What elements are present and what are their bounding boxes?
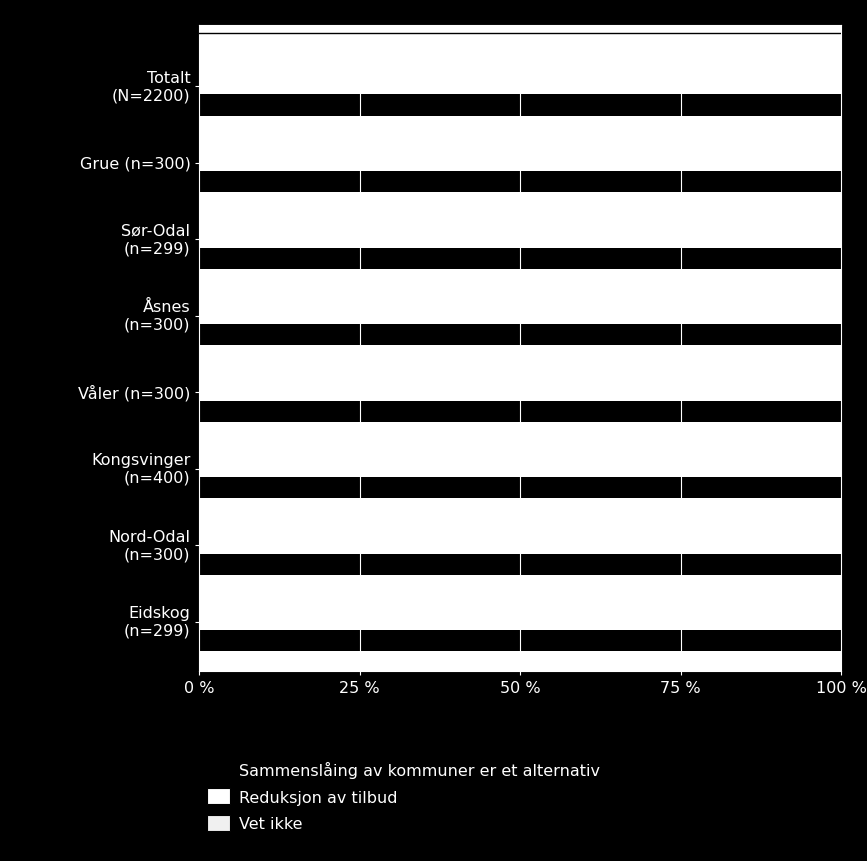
Bar (199, 586, 822, 631)
Bar (199, 357, 841, 402)
Bar (199, 325, 841, 346)
Bar (199, 434, 841, 478)
Bar (199, 248, 841, 269)
Bar (199, 630, 841, 652)
Bar (199, 52, 841, 96)
Bar (199, 205, 841, 249)
Bar (199, 554, 841, 575)
Bar (199, 172, 841, 193)
Bar (199, 401, 841, 423)
Bar (199, 281, 822, 325)
Bar (199, 96, 841, 117)
Bar (199, 128, 841, 172)
Legend: Sammenslåing av kommuner er et alternativ, Reduksjon av tilbud, Vet ikke: Sammenslåing av kommuner er et alternati… (207, 760, 600, 832)
Bar (199, 478, 841, 499)
Bar (199, 511, 841, 554)
